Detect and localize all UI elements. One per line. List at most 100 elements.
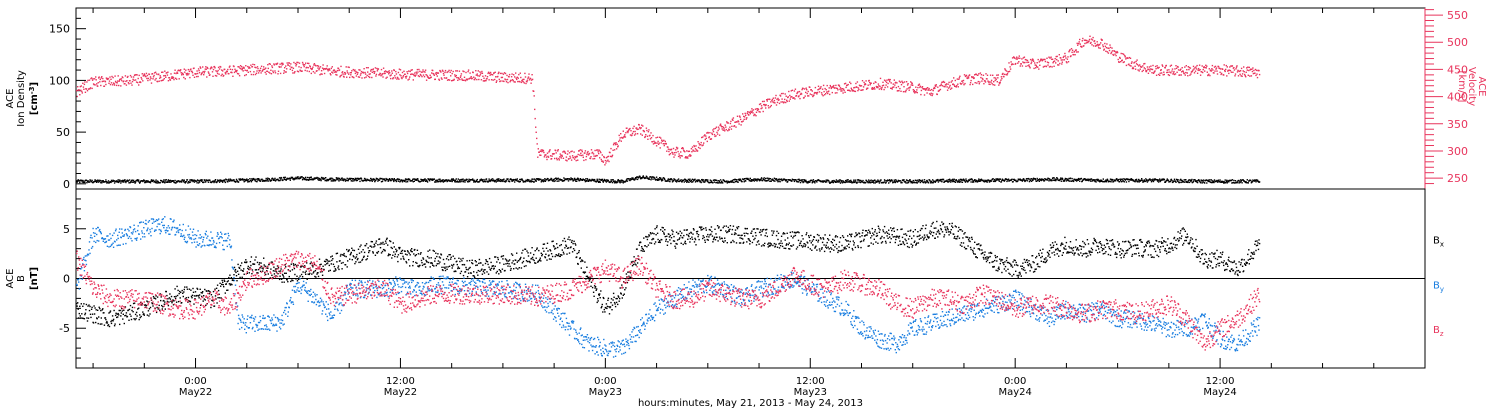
data-point xyxy=(709,132,710,133)
data-point xyxy=(145,76,146,77)
data-point xyxy=(628,178,629,179)
data-point xyxy=(277,63,278,64)
data-point xyxy=(233,66,234,67)
data-point xyxy=(535,118,536,119)
data-point xyxy=(1168,180,1169,181)
data-point xyxy=(279,180,280,181)
data-point xyxy=(485,75,486,76)
data-point xyxy=(1259,181,1260,182)
data-point xyxy=(211,294,212,295)
data-point xyxy=(262,70,263,71)
data-point xyxy=(884,180,885,181)
data-point xyxy=(720,179,721,180)
data-point xyxy=(597,155,598,156)
data-point xyxy=(1059,63,1060,64)
data-point xyxy=(514,76,515,77)
data-point xyxy=(760,103,761,104)
b-tick-label: 0 xyxy=(63,273,70,286)
data-point xyxy=(648,129,649,130)
velocity-series xyxy=(76,36,1260,166)
data-point xyxy=(1255,75,1256,76)
data-point xyxy=(938,181,939,182)
data-point xyxy=(496,80,497,81)
data-point xyxy=(268,180,269,181)
data-point xyxy=(203,295,204,296)
data-point xyxy=(1110,47,1111,48)
data-point xyxy=(714,134,715,135)
data-point xyxy=(636,127,637,128)
data-point xyxy=(123,314,124,315)
data-point xyxy=(225,182,226,183)
data-point xyxy=(109,80,110,81)
data-point xyxy=(1048,62,1049,63)
data-point xyxy=(96,79,97,80)
data-point xyxy=(239,75,240,76)
data-point xyxy=(1136,59,1137,60)
data-point xyxy=(398,181,399,182)
data-point xyxy=(367,71,368,72)
data-point xyxy=(904,81,905,82)
data-point xyxy=(87,320,88,321)
data-point xyxy=(82,83,83,84)
data-point xyxy=(640,133,641,134)
data-point xyxy=(509,81,510,82)
data-point xyxy=(529,79,530,80)
data-point xyxy=(431,77,432,78)
data-point xyxy=(619,135,620,136)
data-point xyxy=(138,308,139,309)
data-point xyxy=(895,179,896,180)
data-point xyxy=(391,180,392,181)
data-point xyxy=(527,80,528,81)
data-point xyxy=(136,312,137,313)
data-point xyxy=(318,69,319,70)
data-point xyxy=(390,78,391,79)
data-point xyxy=(843,89,844,90)
data-point xyxy=(572,178,573,179)
data-point xyxy=(168,301,169,302)
data-point xyxy=(884,87,885,88)
data-point xyxy=(131,310,132,311)
data-point xyxy=(1149,66,1150,67)
data-point xyxy=(427,181,428,182)
data-point xyxy=(155,298,156,299)
data-point xyxy=(1184,182,1185,183)
data-point xyxy=(1028,62,1029,63)
data-point xyxy=(663,143,664,144)
data-point xyxy=(959,77,960,78)
data-point xyxy=(406,76,407,77)
data-point xyxy=(1142,180,1143,181)
data-point xyxy=(139,314,140,315)
data-point xyxy=(307,177,308,178)
data-point xyxy=(374,179,375,180)
data-point xyxy=(173,77,174,78)
data-point xyxy=(346,66,347,67)
data-point xyxy=(495,72,496,73)
data-point xyxy=(508,76,509,77)
data-point xyxy=(473,77,474,78)
data-point xyxy=(317,67,318,68)
data-point xyxy=(255,74,256,75)
data-point xyxy=(991,80,992,81)
data-point xyxy=(514,181,515,182)
data-point xyxy=(157,81,158,82)
data-point xyxy=(434,75,435,76)
data-point xyxy=(633,126,634,127)
data-point xyxy=(968,77,969,78)
data-point xyxy=(108,83,109,84)
data-point xyxy=(928,89,929,90)
data-point xyxy=(440,71,441,72)
data-point xyxy=(591,149,592,150)
data-point xyxy=(85,313,86,314)
data-point xyxy=(936,84,937,85)
data-point xyxy=(84,81,85,82)
data-point xyxy=(747,113,748,114)
data-point xyxy=(1048,180,1049,181)
data-point xyxy=(112,77,113,78)
data-point xyxy=(461,181,462,182)
data-point xyxy=(776,104,777,105)
data-point xyxy=(718,128,719,129)
data-point xyxy=(94,313,95,314)
data-point xyxy=(459,79,460,80)
data-point xyxy=(594,158,595,159)
